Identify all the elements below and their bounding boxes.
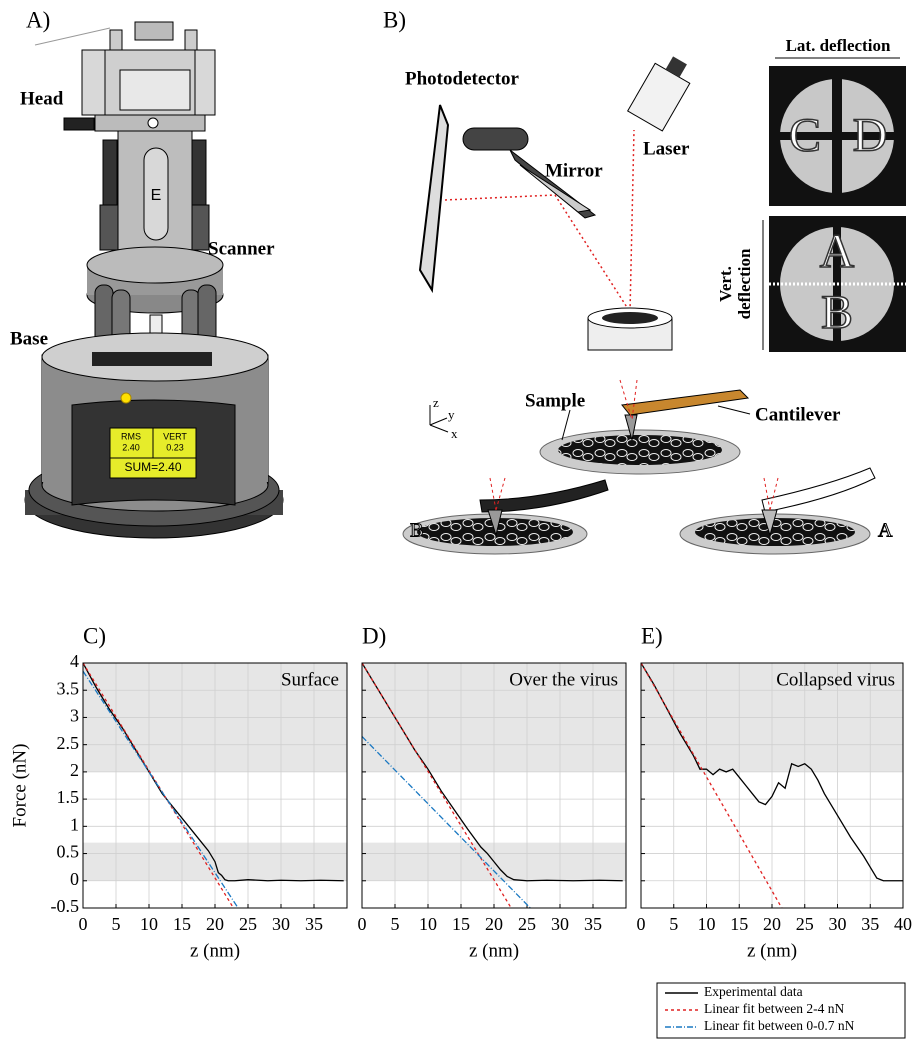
y-tick-label: 1.5 [57,787,80,807]
x-tick-label: 30 [551,914,569,934]
y-tick-label: 2 [70,760,79,780]
laser-label: Laser [643,138,690,159]
state-label: B [410,520,423,542]
display-vert-value: 0.23 [166,442,184,452]
quadrant-letter: C [789,109,821,162]
y-tick-label: -0.5 [51,896,80,916]
cantilever-label: Cantilever [755,404,841,425]
y-tick-label: 4 [70,651,79,671]
display-sum: SUM=2.40 [124,460,181,474]
y-tick-label: 3.5 [57,678,80,698]
head-label: Head [20,88,64,109]
x-tick-label: 25 [239,914,257,934]
quadrant-letter: D [853,109,888,162]
panel-label: B) [383,7,406,32]
legend: Experimental data Linear fit between 2-4 … [656,982,906,1039]
x-tick-label: 35 [305,914,323,934]
x-tick-label: 25 [518,914,536,934]
x-tick-label: 5 [391,914,400,934]
axis-y: y [448,407,455,422]
scanner-letter: E [151,187,162,204]
quadrant-letter: A [820,225,855,278]
annotation: Surface [281,669,339,690]
axis-z: z [433,395,439,410]
series-line [83,663,344,882]
x-axis-label: z (nm) [469,940,519,961]
photodetector-label: Photodetector [405,68,520,89]
base-label: Base [10,328,48,349]
x-tick-label: 20 [485,914,503,934]
quadrants: C D A B [788,108,888,340]
chart: -0.500.511.522.533.540 5 10 15 20 25 30 35C)Sur… [9,623,348,961]
y-tick-label: 0.5 [57,842,80,862]
plot-frame [361,662,627,909]
x-tick-label: 25 [796,914,814,934]
y-tick-label: 1 [70,814,79,834]
x-tick-label: 30 [829,914,847,934]
x-tick-label: 5 [669,914,678,934]
axis-x: x [451,426,458,441]
x-tick-label: 35 [584,914,602,934]
x-tick-label: 10 [419,914,437,934]
mirror-label: Mirror [545,160,603,181]
chart: 0 5 10 15 20 25 30 35 D) Over the virus z (nm) [358,623,627,961]
instrument [24,21,284,539]
optics [402,56,906,555]
display: RMS 2.40 VERT 0.23 SUM=2.40 [121,431,187,474]
chart: 0 5 10 15 20 25 30 35 40 E) Collapsed virus z (nm) [637,623,913,961]
x-tick-label: 15 [173,914,191,934]
legend-label: Linear fit between 0-0.7 nN [704,1018,855,1033]
panel-label: D) [362,623,386,648]
plot-area [362,663,623,908]
x-tick-label: 0 [79,914,88,934]
x-tick-label: 5 [112,914,121,934]
x-axis-label: z (nm) [747,940,797,961]
annotation: Collapsed virus [776,669,895,690]
series-line [641,663,783,908]
x-tick-label: 35 [861,914,879,934]
lat-deflection-label: Lat. deflection [786,36,891,55]
panel-label: C) [83,623,106,648]
panel-label: E) [641,623,663,648]
annotation: Over the virus [509,669,618,690]
display-rms-value: 2.40 [122,442,140,452]
x-tick-label: 15 [730,914,748,934]
panel-label: A) [26,7,50,32]
y-tick-label: 0 [70,869,79,889]
x-axis-label: z (nm) [190,940,240,961]
plot-area [641,663,903,908]
x-tick-label: 10 [140,914,158,934]
sample-label: Sample [525,390,585,411]
y-axis-label: Force (nN) [9,744,30,828]
plot-frame [640,662,904,909]
charts: -0.500.511.522.533.540 5 10 15 20 25 30 35C)Sur… [9,623,912,961]
legend-label: Linear fit between 2-4 nN [704,1001,844,1016]
plot-frame [82,662,348,909]
state-label: A [878,520,893,542]
x-tick-label: 0 [637,914,646,934]
x-tick-label: 20 [763,914,781,934]
x-tick-label: 20 [206,914,224,934]
legend-label: Experimental data [704,984,803,999]
scanner-label: Scanner [208,238,275,259]
series-line [83,670,239,908]
display-rms: RMS [121,431,141,441]
x-tick-label: 15 [452,914,470,934]
x-tick-label: 0 [358,914,367,934]
x-tick-label: 40 [894,914,912,934]
display-vert: VERT [163,431,187,441]
y-tick-label: 2.5 [57,733,80,753]
vert-deflection-label: Vert. [716,266,735,302]
plot-area [83,663,344,908]
x-tick-label: 30 [272,914,290,934]
series-line [362,736,531,908]
x-tick-label: 10 [698,914,716,934]
quadrant-letter: B [821,286,853,339]
y-tick-label: 3 [70,706,79,726]
vert-deflection-label: deflection [735,248,754,319]
